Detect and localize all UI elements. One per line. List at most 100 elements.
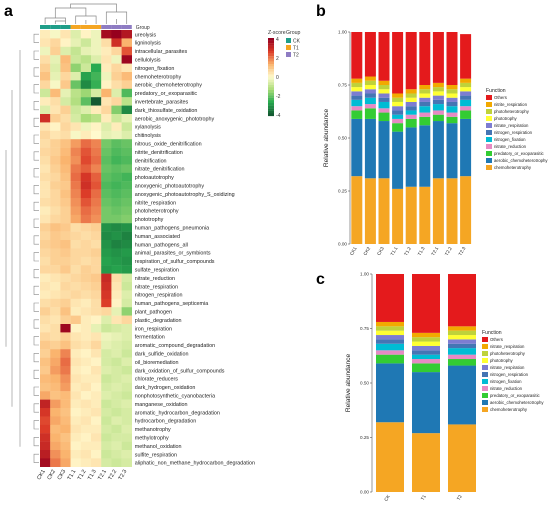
heatmap-cell [101,164,112,173]
row-label: aromatic_hydrocarbon_degradation [135,410,220,416]
row-label: nitrate_reduction [135,276,175,282]
heatmap-cell [60,433,71,442]
bar-segment [446,32,458,85]
bar-segment [364,89,376,94]
heatmap-cell [111,374,122,383]
heatmap-cell [121,164,132,173]
heatmap-cell [101,206,112,215]
heatmap-cell [80,349,92,358]
heatmap-cell [80,382,92,392]
y-tick-label: 0.25 [360,435,369,440]
heatmap-cell [60,55,71,64]
heatmap-cell [91,181,102,190]
row-label: methanotrophy [135,427,171,433]
heatmap-cell [80,248,92,257]
heatmap-cell [111,139,122,148]
zscore-swatch [268,97,274,101]
bar-segment [405,110,417,115]
dendrogram-branch [44,17,66,24]
heatmap-cell [111,273,122,283]
x-tick-label: T1.2 [403,246,412,257]
heatmap-cell [121,424,132,434]
heatmap-cell [91,189,102,199]
heatmap-cell [121,408,132,417]
heatmap-cell [80,441,92,451]
bar-segment [364,118,376,179]
bar-segment [448,359,476,366]
dendrogram-branch [33,319,39,329]
heatmap-cell [121,206,132,215]
heatmap-cell [50,122,61,131]
heatmap-cell [50,290,61,299]
bar-segment [446,85,458,90]
heatmap-cell [91,231,102,241]
heatmap-cell [101,265,112,274]
heatmap-cell [111,198,122,207]
heatmap-cell [60,273,71,283]
heatmap-cell [121,441,132,451]
heatmap-cell [121,105,132,115]
dendrogram-branch [33,201,39,211]
row-label: respiration_of_sulfur_compounds [135,259,215,265]
heatmap-cell [40,408,51,417]
x-tick-label: T1.3 [417,246,426,257]
bar-segment [351,118,363,177]
heatmap-cell [80,458,92,467]
heatmap-cell [111,189,122,199]
heatmap-cell [80,340,92,350]
heatmap-cell [80,206,92,215]
row-label: dark_thiosulfate_oxidation [135,108,198,114]
row-label: sulfate_respiration [135,268,179,274]
row-label: human_pathogens_septicemia [135,301,208,307]
heatmap-cell [101,374,112,383]
legend-label: nitrate_reduction [494,144,527,149]
heatmap-cell [40,231,51,241]
bar-segment [378,85,390,90]
heatmap-cell [121,382,132,392]
bar-segment [378,101,390,109]
heatmap-cell [60,416,71,425]
heatmap-cell [50,366,61,375]
heatmap-cell [111,366,122,375]
heatmap-cell [80,156,92,165]
bar-segment [460,118,472,177]
heatmap-cell [50,55,61,64]
zscore-swatch [268,84,274,88]
heatmap-cell [121,256,132,266]
bar-segment [392,114,404,119]
heatmap-cell [40,97,51,106]
heatmap-cell [121,391,132,400]
heatmap-cell [60,172,71,182]
heatmap-cell [111,391,122,400]
heatmap-cell [60,46,71,56]
heatmap-cell [101,55,112,64]
dendrogram-branch [5,50,21,447]
column-label: T1.1 [67,469,78,482]
heatmap-cell [80,30,92,39]
heatmap-cell [40,458,51,467]
heatmap-cell [91,307,102,316]
heatmap-cell [50,189,61,199]
heatmap-cell [91,273,102,283]
bar-segment [419,93,431,98]
heatmap-cell [111,38,122,47]
bar-segment [448,365,476,425]
heatmap-cell [111,72,122,81]
heatmap-cell [111,399,122,409]
legend-title: Function [482,330,502,336]
heatmap-cell [91,139,102,148]
group-cell [60,25,71,29]
x-tick-label: T2 [456,494,463,502]
zscore-swatch [268,45,274,49]
heatmap-cell [60,139,71,148]
zscore-tick: -4 [276,113,281,119]
zscore-tick: -2 [276,94,281,100]
heatmap-cell [101,366,112,375]
bar-segment [446,123,458,179]
dendrogram-branch [33,33,39,43]
x-tick-label: T1 [420,494,427,502]
heatmap-cell [40,256,51,266]
y-tick-label: 0.25 [338,189,347,194]
heatmap-cell [80,114,92,123]
